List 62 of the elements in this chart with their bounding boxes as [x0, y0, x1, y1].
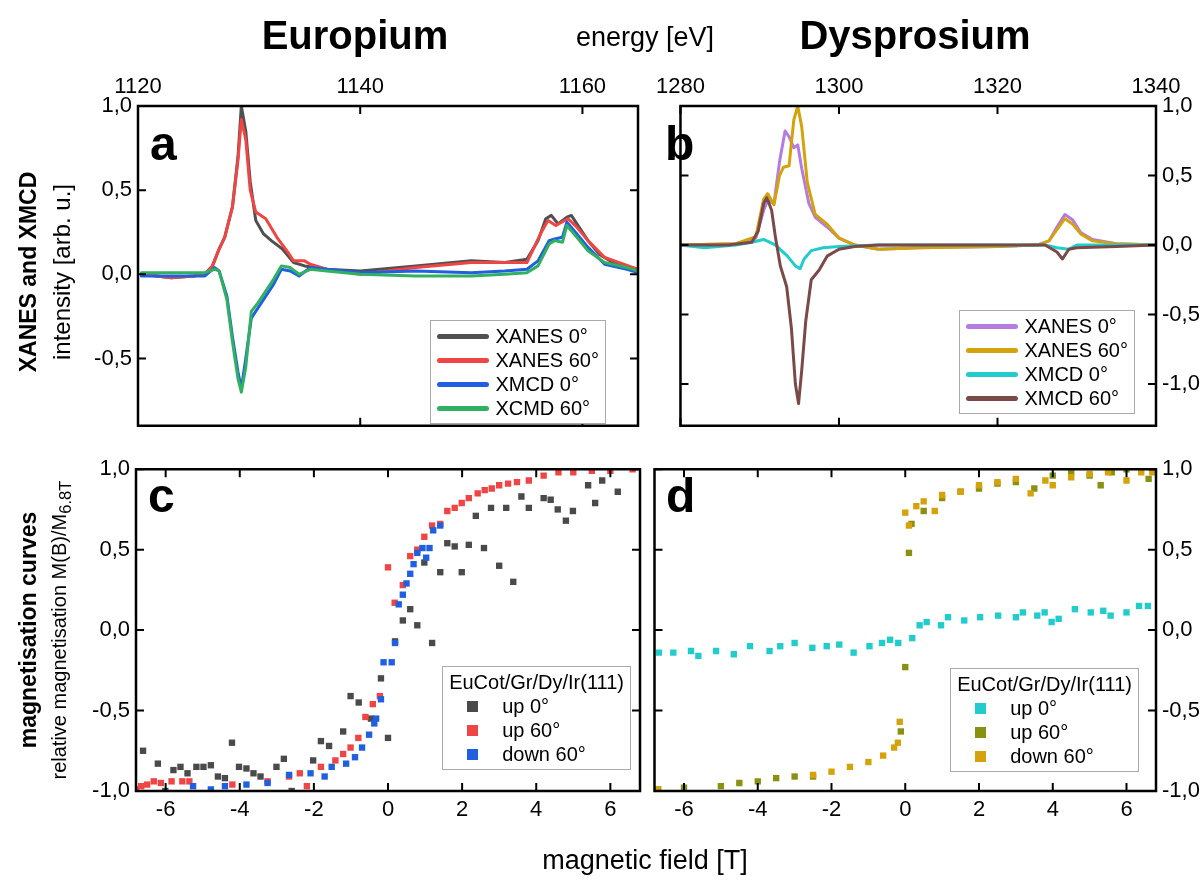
- chart-title: Europium: [261, 13, 449, 57]
- y-tick-label: -1,0: [92, 777, 130, 803]
- x-tick-label: -2: [821, 796, 842, 822]
- y2-tick-label: -1,0: [1162, 777, 1200, 803]
- x-tick-label: 4: [530, 796, 543, 822]
- x-tick-label: 1300: [814, 72, 864, 98]
- legend-label: XCMD 60°: [495, 396, 591, 420]
- annotation: a: [150, 117, 177, 170]
- annotation: d: [666, 469, 696, 522]
- legend-label: down 60°: [502, 742, 586, 766]
- x-tick-label: -2: [304, 796, 324, 822]
- x-tick-label: 2: [455, 796, 469, 822]
- y-tick-label: 0,0: [101, 260, 132, 286]
- x-tick-label: 0: [899, 796, 912, 822]
- legend-label: XMCD 0°: [495, 372, 579, 396]
- x-tick-label: 1320: [973, 72, 1022, 98]
- y-tick-label: 1,0: [99, 455, 130, 481]
- legend-label: XANES 60°: [1024, 338, 1128, 362]
- legend-title: EuCot/Gr/Dy/Ir(111): [957, 672, 1132, 696]
- x-tick-label: 0: [381, 796, 395, 822]
- x-tick-label: 1140: [336, 72, 384, 98]
- x-tick-label: 6: [604, 796, 617, 822]
- y2-tick-label: -0,5: [1162, 696, 1200, 722]
- chart-title: Dysprosium: [799, 13, 1031, 57]
- y-tick-label: 0,0: [99, 616, 130, 642]
- y-axis-title: intensity [arb. u.]: [48, 183, 75, 361]
- x-axis-title: magnetic field [T]: [542, 844, 748, 875]
- legend-label: XANES 60°: [495, 348, 599, 372]
- x-tick-label: 1280: [655, 72, 705, 98]
- x-tick-label: -4: [747, 796, 768, 822]
- text: magnetisation curves: [14, 511, 41, 749]
- x-tick-label: 4: [1046, 796, 1059, 822]
- y-tick-label: 0,5: [99, 535, 130, 561]
- legend-label: up 0°: [1010, 696, 1058, 720]
- legend-label: up 60°: [502, 718, 561, 742]
- y2-tick-label: 0,0: [1162, 616, 1193, 642]
- legend-title: EuCot/Gr/Dy/Ir(111): [449, 670, 624, 694]
- legend-label: XMCD 0°: [1024, 362, 1108, 386]
- legend-label: XANES 0°: [1024, 314, 1117, 338]
- x-tick-label: -6: [674, 796, 694, 822]
- y-tick-label: 0,5: [101, 176, 132, 202]
- x-tick-label: 6: [1120, 796, 1133, 822]
- x-tick-label: 1160: [558, 72, 607, 98]
- legend-label: XANES 0°: [495, 324, 588, 348]
- legend-label: XMCD 60°: [1024, 386, 1120, 410]
- legend-label: up 0°: [502, 694, 550, 718]
- y2-tick-label: -0,5: [1162, 300, 1200, 326]
- legend-label: up 60°: [1010, 720, 1069, 744]
- text: XANES and XMCD: [14, 171, 41, 373]
- x-tick-label: 2: [972, 796, 986, 822]
- legend-label: down 60°: [1010, 744, 1094, 768]
- y2-tick-label: 0,5: [1162, 161, 1193, 187]
- y-tick-label: -0,5: [92, 696, 130, 722]
- y2-tick-label: 0,5: [1162, 535, 1193, 561]
- y2-tick-label: 1,0: [1162, 455, 1193, 481]
- x-tick-label: -6: [155, 796, 176, 822]
- x-tick-label: -4: [229, 796, 250, 822]
- y2-tick-label: 0,0: [1162, 231, 1193, 257]
- annotation: c: [148, 469, 175, 522]
- y2-tick-label: -1,0: [1162, 370, 1200, 396]
- y-tick-label: -0,5: [94, 344, 132, 370]
- x-axis-title: energy [eV]: [575, 21, 715, 52]
